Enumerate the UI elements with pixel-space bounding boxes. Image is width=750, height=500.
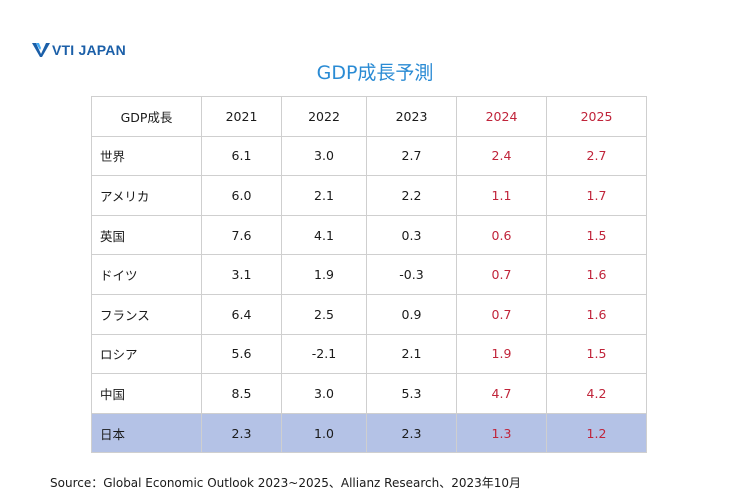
row-label: ロシア <box>91 333 202 375</box>
projection-cell: 0.7 <box>456 293 547 335</box>
table-row: ドイツ 3.1 1.9 -0.3 0.7 1.6 <box>91 254 647 295</box>
source-note: Source：Global Economic Outlook 2023~2025… <box>50 476 522 490</box>
table-cell: 3.0 <box>281 135 367 177</box>
table-header-row: GDP成長 2021 2022 2023 2024 2025 <box>91 96 647 137</box>
table-cell: 6.1 <box>201 135 282 177</box>
table-cell: 0.3 <box>366 214 457 256</box>
table-cell: 6.4 <box>201 293 282 335</box>
table-cell: 7.6 <box>201 214 282 256</box>
table-row: 英国 7.6 4.1 0.3 0.6 1.5 <box>91 214 647 256</box>
projection-cell: 1.6 <box>546 293 647 335</box>
table-row-highlighted: 日本 2.3 1.0 2.3 1.3 1.2 <box>91 412 647 454</box>
table-cell: 2.3 <box>366 412 457 454</box>
table-row: フランス 6.4 2.5 0.9 0.7 1.6 <box>91 293 647 335</box>
column-header: GDP成長 <box>91 96 202 137</box>
column-header: 2023 <box>366 96 457 137</box>
row-label: 中国 <box>91 373 202 414</box>
table-cell: 1.0 <box>281 412 367 454</box>
column-header: 2021 <box>201 96 282 137</box>
projection-cell: 0.7 <box>456 254 547 295</box>
projection-cell: 1.2 <box>546 412 647 454</box>
table-cell: 2.1 <box>281 175 367 216</box>
table-row: アメリカ 6.0 2.1 2.2 1.1 1.7 <box>91 175 647 216</box>
table-cell: -0.3 <box>366 254 457 295</box>
row-label: フランス <box>91 293 202 335</box>
table-cell: 2.3 <box>201 412 282 454</box>
table-cell: 2.2 <box>366 175 457 216</box>
vti-japan-logo: VTI JAPAN <box>32 40 126 60</box>
table-row: 世界 6.1 3.0 2.7 2.4 2.7 <box>91 135 647 177</box>
row-label: ドイツ <box>91 254 202 295</box>
projection-cell: 1.1 <box>456 175 547 216</box>
table-cell: 2.1 <box>366 333 457 375</box>
table-cell: 5.3 <box>366 373 457 414</box>
table-cell: 2.5 <box>281 293 367 335</box>
projection-cell: 1.9 <box>456 333 547 375</box>
vti-logo-icon <box>32 43 50 57</box>
projection-cell: 1.5 <box>546 214 647 256</box>
table-cell: 4.1 <box>281 214 367 256</box>
table-row: ロシア 5.6 -2.1 2.1 1.9 1.5 <box>91 333 647 375</box>
gdp-forecast-table: GDP成長 2021 2022 2023 2024 2025 世界 6.1 3.… <box>91 96 647 454</box>
projection-cell: 2.7 <box>546 135 647 177</box>
projection-cell: 4.7 <box>456 373 547 414</box>
table-cell: 8.5 <box>201 373 282 414</box>
table-cell: -2.1 <box>281 333 367 375</box>
table-cell: 0.9 <box>366 293 457 335</box>
projection-cell: 2.4 <box>456 135 547 177</box>
row-label: アメリカ <box>91 175 202 216</box>
table-cell: 1.9 <box>281 254 367 295</box>
projection-cell: 4.2 <box>546 373 647 414</box>
projection-cell: 1.6 <box>546 254 647 295</box>
table-cell: 5.6 <box>201 333 282 375</box>
projection-cell: 1.5 <box>546 333 647 375</box>
column-header-projection: 2025 <box>546 96 647 137</box>
column-header: 2022 <box>281 96 367 137</box>
table-cell: 3.0 <box>281 373 367 414</box>
table-row: 中国 8.5 3.0 5.3 4.7 4.2 <box>91 373 647 414</box>
table-cell: 6.0 <box>201 175 282 216</box>
projection-cell: 1.3 <box>456 412 547 454</box>
logo-text: VTI JAPAN <box>52 42 126 58</box>
projection-cell: 0.6 <box>456 214 547 256</box>
table-cell: 2.7 <box>366 135 457 177</box>
row-label: 世界 <box>91 135 202 177</box>
projection-cell: 1.7 <box>546 175 647 216</box>
column-header-projection: 2024 <box>456 96 547 137</box>
row-label: 日本 <box>91 412 202 454</box>
row-label: 英国 <box>91 214 202 256</box>
page-title: GDP成長予測 <box>316 62 434 84</box>
table-cell: 3.1 <box>201 254 282 295</box>
